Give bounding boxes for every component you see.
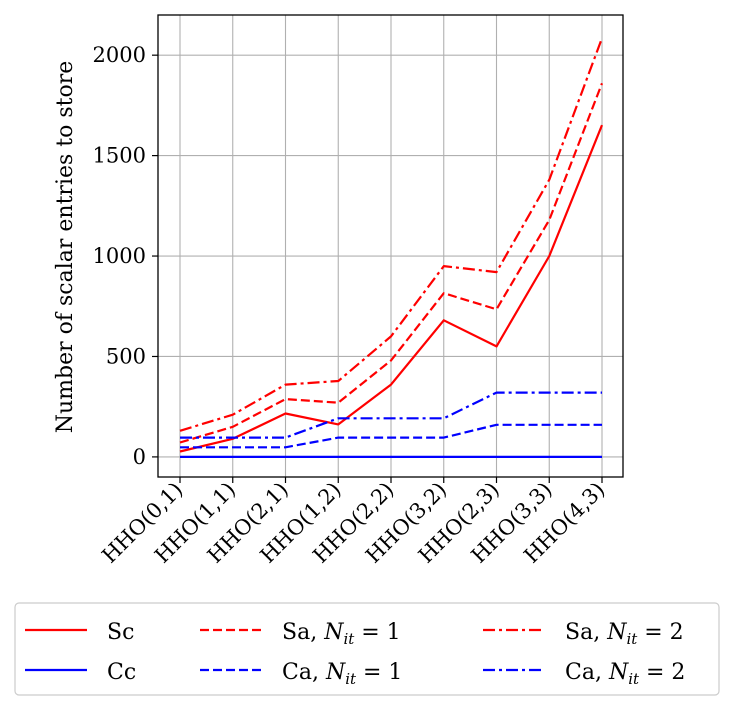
legend-item: Cc — [25, 660, 136, 685]
y-tick-label: 0 — [133, 445, 146, 469]
legend: Sc Cc Sa, Nit = 1 Ca, Nit = 1 Sa, Nit = 2 Ca,… — [14, 602, 720, 696]
series-line — [179, 82, 604, 444]
legend-box — [14, 602, 720, 696]
legend-item: Sa, Nit = 2 — [483, 620, 684, 648]
y-tick-label: 2000 — [93, 43, 146, 67]
y-tick-label: 1000 — [93, 244, 146, 268]
series-lines — [179, 37, 604, 458]
legend-label: Cc — [107, 660, 136, 685]
legend-label: Ca, Nit = 1 — [282, 660, 402, 688]
y-axis: 0 500 1000 1500 2000 — [93, 43, 158, 469]
legend-item: Sa, Nit = 1 — [200, 620, 401, 648]
x-axis: HHO(0,1)HHO(1,1)HHO(2,1)HHO(1,2)HHO(2,2)… — [97, 477, 610, 568]
y-tick-label: 500 — [106, 344, 146, 368]
legend-label: Sa, Nit = 2 — [565, 620, 684, 648]
legend-label: Sc — [107, 620, 134, 645]
legend-item: Ca, Nit = 1 — [200, 660, 402, 688]
legend-label: Ca, Nit = 2 — [565, 660, 685, 688]
y-tick-label: 1500 — [93, 144, 146, 168]
legend-label: Sa, Nit = 1 — [282, 620, 401, 648]
legend-item: Ca, Nit = 2 — [483, 660, 685, 688]
y-axis-label: Number of scalar entries to store — [53, 61, 78, 434]
series-line — [179, 37, 604, 432]
legend-item: Sc — [25, 620, 134, 645]
series-line — [180, 423, 602, 449]
series-line — [179, 124, 604, 453]
series-line — [180, 391, 602, 439]
grid — [158, 15, 623, 477]
